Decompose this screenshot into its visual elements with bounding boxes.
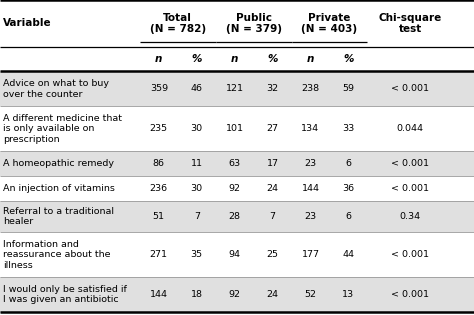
Text: 25: 25 [266,250,279,259]
Bar [0,151,474,176]
Text: 177: 177 [301,250,319,259]
Text: < 0.001: < 0.001 [391,184,429,193]
Text: %: % [343,54,354,64]
Text: < 0.001: < 0.001 [391,84,429,93]
Text: 86: 86 [153,159,165,168]
Text: I would only be satisfied if
I was given an antibiotic: I would only be satisfied if I was given… [3,285,127,304]
Text: 23: 23 [304,212,317,221]
Text: 36: 36 [342,184,355,193]
Text: Total
(N = 782): Total (N = 782) [150,13,206,34]
Text: n: n [307,54,314,64]
Text: 0.34: 0.34 [400,212,420,221]
Text: 24: 24 [266,290,279,299]
Text: 30: 30 [191,184,203,193]
Bar [0,106,474,151]
Text: 13: 13 [342,290,355,299]
Text: 51: 51 [153,212,165,221]
Text: 7: 7 [270,212,275,221]
Text: 271: 271 [150,250,168,259]
Text: 144: 144 [301,184,319,193]
Text: %: % [191,54,202,64]
Text: 27: 27 [266,124,279,133]
Text: An injection of vitamins: An injection of vitamins [3,184,115,193]
Text: 359: 359 [150,84,168,93]
Text: 28: 28 [228,212,241,221]
Text: 235: 235 [150,124,168,133]
Text: 6: 6 [346,212,351,221]
Bar [0,232,474,277]
Bar [0,0,474,47]
Text: 144: 144 [150,290,168,299]
Text: < 0.001: < 0.001 [391,290,429,299]
Text: 30: 30 [191,124,203,133]
Text: 46: 46 [191,84,203,93]
Text: 92: 92 [228,290,241,299]
Bar [0,176,474,201]
Text: Private
(N = 403): Private (N = 403) [301,13,357,34]
Text: 17: 17 [266,159,279,168]
Text: 92: 92 [228,184,241,193]
Text: 0.044: 0.044 [397,124,423,133]
Text: 134: 134 [301,124,319,133]
Text: n: n [231,54,238,64]
Text: 59: 59 [342,84,355,93]
Text: A homeopathic remedy: A homeopathic remedy [3,159,114,168]
Text: 23: 23 [304,159,317,168]
Bar [0,71,474,106]
Bar [0,201,474,232]
Text: 94: 94 [228,250,241,259]
Text: Public
(N = 379): Public (N = 379) [226,13,282,34]
Text: n: n [155,54,163,64]
Text: Referral to a traditional
healer: Referral to a traditional healer [3,207,114,226]
Text: Chi-square
test: Chi-square test [378,13,442,34]
Text: 101: 101 [226,124,244,133]
Text: 6: 6 [346,159,351,168]
Text: 52: 52 [304,290,317,299]
Text: Information and
reassurance about the
illness: Information and reassurance about the il… [3,240,110,270]
Text: 35: 35 [191,250,203,259]
Bar [0,47,474,71]
Text: 44: 44 [342,250,355,259]
Text: 7: 7 [194,212,200,221]
Text: 24: 24 [266,184,279,193]
Text: 238: 238 [301,84,319,93]
Text: 33: 33 [342,124,355,133]
Bar [0,277,474,312]
Text: Variable: Variable [3,18,52,28]
Text: < 0.001: < 0.001 [391,250,429,259]
Text: Advice on what to buy
over the counter: Advice on what to buy over the counter [3,79,109,99]
Text: 18: 18 [191,290,203,299]
Text: 32: 32 [266,84,279,93]
Text: %: % [267,54,278,64]
Text: < 0.001: < 0.001 [391,159,429,168]
Text: 236: 236 [150,184,168,193]
Text: A different medicine that
is only available on
prescription: A different medicine that is only availa… [3,114,122,144]
Text: 11: 11 [191,159,203,168]
Text: 63: 63 [228,159,241,168]
Text: 121: 121 [226,84,244,93]
